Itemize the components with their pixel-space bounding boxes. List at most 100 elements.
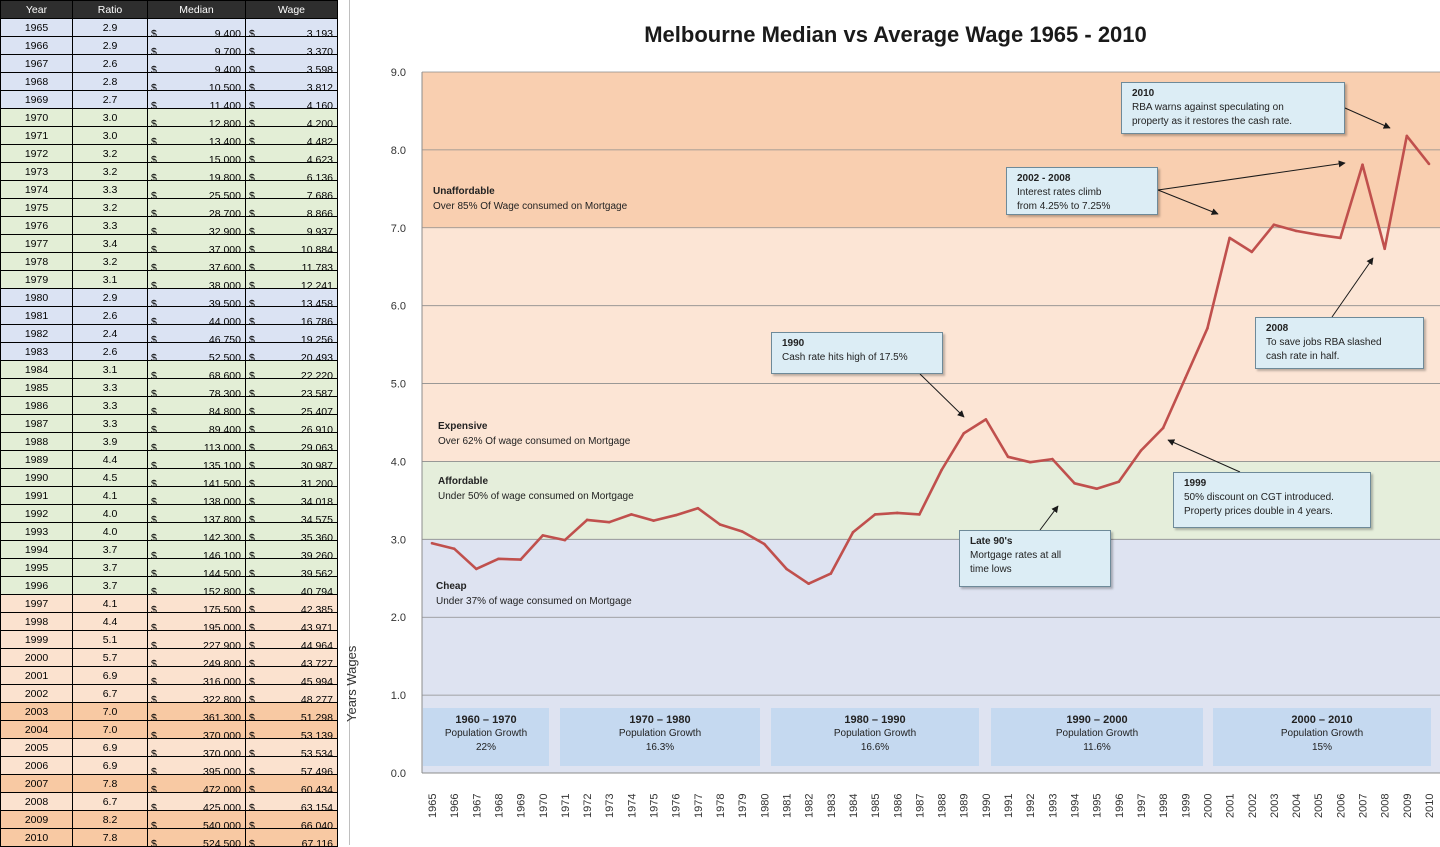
cell-wage: $6,136 xyxy=(245,162,338,181)
data-point xyxy=(1294,229,1298,233)
table-row: 1976 3.3 $32,900 $9,937 xyxy=(0,216,338,235)
x-tick-label: 1966 xyxy=(449,794,461,818)
decade-label: Population Growth xyxy=(1280,728,1364,739)
table-row: 1970 3.0 $12,800 $4,200 xyxy=(0,108,338,127)
data-point xyxy=(475,567,478,571)
cell-ratio: 2.4 xyxy=(72,324,148,343)
decade-population-box: 1970 – 1980 Population Growth 16.3% xyxy=(560,708,760,766)
table-row: 1994 3.7 $146,100 $39,260 xyxy=(0,540,338,559)
cell-median: $28,700 xyxy=(147,198,246,217)
y-tick-label: 4.0 xyxy=(391,456,406,468)
cell-year: 1966 xyxy=(0,36,73,55)
table-row: 1993 4.0 $142,300 $35,360 xyxy=(0,522,338,541)
cell-wage: $9,937 xyxy=(245,216,338,235)
x-tick-label: 1992 xyxy=(1025,794,1037,818)
x-tick-label: 2004 xyxy=(1291,794,1303,818)
cell-wage: $57,496 xyxy=(245,756,338,775)
cell-wage: $63,154 xyxy=(245,792,338,811)
x-tick-label: 1976 xyxy=(671,794,683,818)
data-point xyxy=(829,572,833,575)
cell-ratio: 3.3 xyxy=(72,414,148,433)
table-row: 1972 3.2 $15,000 $4,623 xyxy=(0,144,338,163)
cell-wage: $34,018 xyxy=(245,486,338,505)
cell-median: $44,000 xyxy=(147,306,246,325)
cell-ratio: 2.6 xyxy=(72,342,148,361)
cell-median: $37,000 xyxy=(147,234,246,253)
decade-range: 1960 – 1970 xyxy=(455,714,517,726)
cell-year: 1972 xyxy=(0,144,73,163)
cell-median: $135,100 xyxy=(147,450,246,469)
cell-year: 1994 xyxy=(0,540,73,559)
cell-median: $89,400 xyxy=(147,414,246,433)
x-tick-label: 1980 xyxy=(759,794,771,818)
table-row: 1975 3.2 $28,700 $8,866 xyxy=(0,198,338,217)
cell-median: $11,400 xyxy=(147,90,246,109)
cell-wage: $30,987 xyxy=(245,450,338,469)
x-tick-label: 1986 xyxy=(892,794,904,818)
cell-year: 2003 xyxy=(0,702,73,721)
decade-range: 1980 – 1990 xyxy=(844,714,906,726)
cell-ratio: 3.1 xyxy=(72,360,148,379)
cell-ratio: 8.2 xyxy=(72,810,148,829)
y-tick-label: 2.0 xyxy=(391,612,406,624)
data-point xyxy=(1073,481,1076,485)
cell-year: 1965 xyxy=(0,18,73,37)
cell-ratio: 3.3 xyxy=(72,396,148,415)
zone-label: Affordable xyxy=(438,476,488,487)
table-row: 2002 6.7 $322,800 $48,277 xyxy=(0,684,338,703)
cell-median: $15,000 xyxy=(147,144,246,163)
cell-median: $370,000 xyxy=(147,720,246,739)
cell-median: $142,300 xyxy=(147,522,246,541)
cell-year: 1991 xyxy=(0,486,73,505)
cell-year: 1996 xyxy=(0,576,73,595)
table-row: 1991 4.1 $138,000 $34,018 xyxy=(0,486,338,505)
data-point xyxy=(718,523,722,526)
cell-wage: $4,200 xyxy=(245,108,338,127)
table-row: 1978 3.2 $37,600 $11,783 xyxy=(0,252,338,271)
cell-year: 2008 xyxy=(0,792,73,811)
cell-median: $25,500 xyxy=(147,180,246,199)
x-tick-label: 1971 xyxy=(560,794,572,818)
y-tick-label: 9.0 xyxy=(391,67,406,79)
data-point xyxy=(918,513,921,516)
x-tick-label: 1982 xyxy=(804,794,816,818)
cell-median: $32,900 xyxy=(147,216,246,235)
decade-population-box: 1990 – 2000 Population Growth 11.6% xyxy=(991,708,1203,766)
table-row: 1973 3.2 $19,800 $6,136 xyxy=(0,162,338,181)
annotation-text: Property prices double in 4 years. xyxy=(1184,506,1333,517)
cell-year: 1976 xyxy=(0,216,73,235)
table-row: 1986 3.3 $84,800 $25,407 xyxy=(0,396,338,415)
cell-wage: $16,786 xyxy=(245,306,338,325)
cell-year: 1987 xyxy=(0,414,73,433)
data-point xyxy=(1183,376,1187,380)
cell-wage: $7,686 xyxy=(245,180,338,199)
x-tick-label: 2008 xyxy=(1380,794,1392,818)
table-row: 1996 3.7 $152,800 $40,794 xyxy=(0,576,338,595)
data-point xyxy=(763,542,766,546)
cell-year: 1990 xyxy=(0,468,73,487)
cell-median: $9,700 xyxy=(147,36,246,55)
y-tick-label: 6.0 xyxy=(391,301,406,313)
x-tick-label: 1997 xyxy=(1136,794,1148,818)
cell-median: $249,800 xyxy=(147,648,246,667)
table-row: 2009 8.2 $540,000 $66,040 xyxy=(0,810,338,829)
cell-median: $138,000 xyxy=(147,486,246,505)
annotation-title: 1999 xyxy=(1184,478,1207,489)
annotation-callout: Late 90's Mortgage rates at all time lows xyxy=(959,530,1111,587)
table-row: 1977 3.4 $37,000 $10,884 xyxy=(0,234,338,253)
cell-year: 1973 xyxy=(0,162,73,181)
cell-wage: $48,277 xyxy=(245,684,338,703)
annotation-callout: 1990 Cash rate hits high of 17.5% xyxy=(771,332,943,374)
annotation-arrow xyxy=(1039,505,1059,531)
cell-median: $144,500 xyxy=(147,558,246,577)
cell-median: $425,000 xyxy=(147,792,246,811)
cell-ratio: 3.9 xyxy=(72,432,148,451)
x-tick-label: 2007 xyxy=(1358,794,1370,818)
cell-wage: $39,562 xyxy=(245,558,338,577)
data-point xyxy=(519,558,522,561)
x-tick-label: 2006 xyxy=(1335,794,1347,818)
cell-wage: $67,116 xyxy=(245,828,338,847)
cell-ratio: 6.7 xyxy=(72,684,148,703)
cell-year: 2007 xyxy=(0,774,73,793)
cell-wage: $13,458 xyxy=(245,288,338,307)
